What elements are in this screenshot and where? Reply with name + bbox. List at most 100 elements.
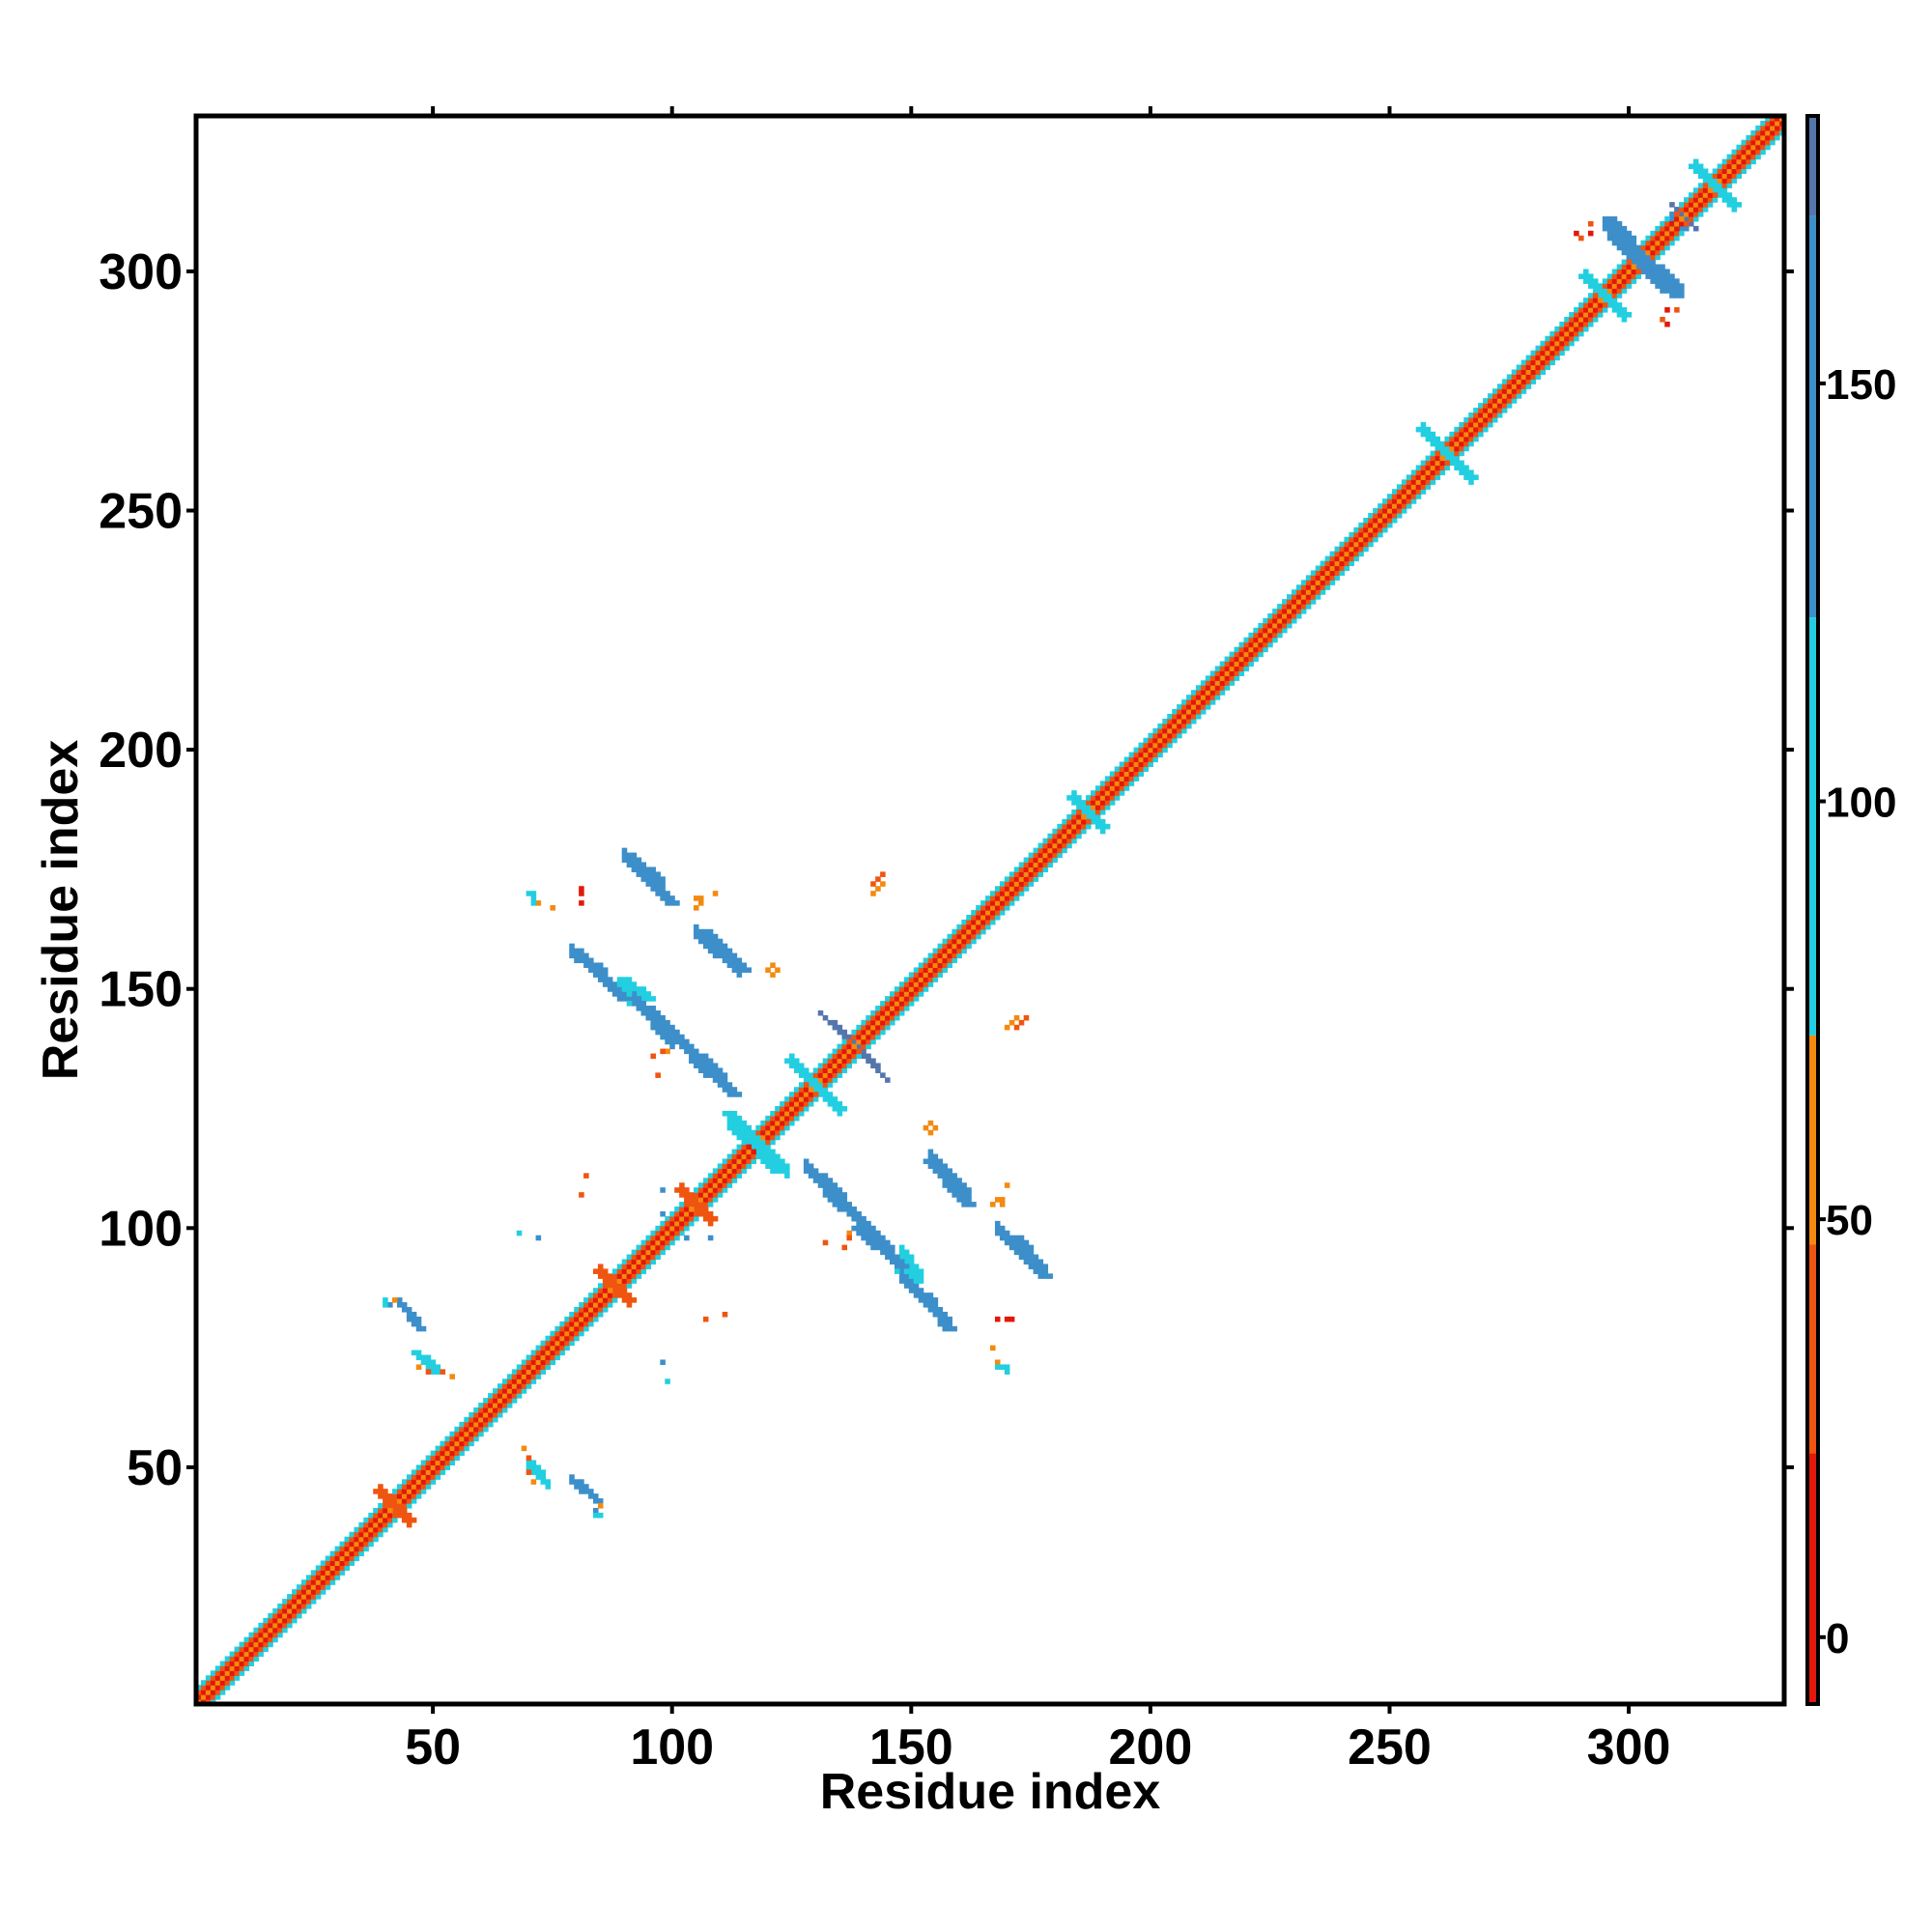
- diagonal-cell: [559, 1350, 565, 1356]
- contact-cell: [851, 1038, 857, 1045]
- diagonal-cell: [1765, 134, 1771, 141]
- diagonal-cell: [1717, 163, 1723, 170]
- contact-cell: [702, 1072, 709, 1078]
- helix-cell: [611, 1278, 618, 1284]
- diagonal-cell: [760, 1124, 766, 1131]
- diagonal-cell: [784, 1110, 790, 1117]
- contact-cell: [1664, 307, 1670, 313]
- diagonal-cell: [521, 1359, 527, 1366]
- diagonal-cell: [1148, 732, 1153, 739]
- diagonal-cell: [870, 1038, 876, 1045]
- diagonal-cell: [579, 1302, 584, 1308]
- contact-cell: [697, 1063, 704, 1069]
- diagonal-cell: [1042, 862, 1049, 868]
- diagonal-cell: [1592, 302, 1599, 308]
- diagonal-cell: [722, 1178, 728, 1183]
- diagonal-cell: [440, 1469, 446, 1475]
- diagonal-cell: [971, 923, 977, 930]
- contact-cell: [588, 1489, 594, 1494]
- diagonal-cell: [1410, 489, 1417, 495]
- diagonal-cell: [459, 1450, 465, 1457]
- diagonal-cell: [712, 1197, 719, 1203]
- diagonal-cell: [511, 1388, 518, 1394]
- diagonal-cell: [1664, 235, 1670, 242]
- diagonal-cell: [966, 914, 972, 921]
- diagonal-cell: [1291, 612, 1297, 619]
- diagonal-cell: [741, 1144, 748, 1151]
- contact-cell: [1684, 225, 1690, 232]
- diagonal-cell: [746, 1144, 753, 1151]
- contact-cell: [621, 977, 628, 982]
- diagonal-cell: [798, 1092, 805, 1097]
- contact-cell: [961, 1182, 967, 1188]
- diagonal-cell: [861, 1029, 867, 1036]
- diagonal-cell: [1616, 288, 1623, 294]
- helix-cell: [1626, 244, 1633, 251]
- diagonal-cell: [1382, 522, 1388, 528]
- diagonal-cell: [1028, 867, 1035, 872]
- diagonal-cell: [300, 1584, 307, 1590]
- diagonal-cell: [994, 905, 1001, 911]
- contact-cell: [689, 1053, 695, 1060]
- diagonal-cell: [559, 1345, 565, 1351]
- contact-cell: [966, 1197, 972, 1203]
- diagonal-cell: [1344, 555, 1350, 562]
- contact-cell: [932, 1153, 939, 1160]
- diagonal-cell: [593, 1316, 599, 1322]
- diagonal-cell: [1755, 129, 1761, 136]
- diagonal-cell: [1564, 335, 1570, 342]
- diagonal-cell: [803, 1106, 810, 1112]
- diagonal-cell: [885, 996, 891, 1002]
- diagonal-cell: [1200, 704, 1207, 710]
- diagonal-cell: [1042, 838, 1049, 844]
- helix-cell: [751, 1134, 756, 1141]
- diagonal-cell: [224, 1675, 231, 1681]
- diagonal-cell: [219, 1690, 226, 1695]
- contact-cell: [866, 1053, 871, 1060]
- helix-cell: [765, 1153, 771, 1160]
- helix-cell: [837, 1101, 843, 1107]
- diagonal-cell: [1090, 795, 1096, 801]
- diagonal-cell: [1621, 259, 1628, 266]
- helix-cell: [1611, 240, 1618, 246]
- contact-cell: [660, 1029, 666, 1036]
- diagonal-cell: [1525, 384, 1532, 389]
- diagonal-cell: [1282, 599, 1288, 605]
- diagonal-cell: [1305, 580, 1312, 585]
- diagonal-cell: [660, 1244, 666, 1251]
- diagonal-cell: [258, 1646, 264, 1653]
- diagonal-cell: [1631, 273, 1637, 279]
- diagonal-cell: [550, 1330, 555, 1337]
- diagonal-cell: [1770, 120, 1776, 127]
- diagonal-cell: [1152, 752, 1158, 758]
- contact-cell: [731, 962, 738, 969]
- contact-cell: [846, 1210, 852, 1217]
- diagonal-cell: [726, 1158, 733, 1165]
- helix-cell: [832, 1106, 838, 1112]
- helix-cell: [697, 1207, 704, 1212]
- diagonal-cell: [1310, 589, 1317, 595]
- diagonal-cell: [726, 1153, 733, 1160]
- helix-cell: [765, 1144, 771, 1151]
- diagonal-cell: [1037, 867, 1044, 872]
- contact-cell: [665, 900, 670, 906]
- helix-cell: [378, 1484, 384, 1490]
- diagonal-cell: [923, 972, 929, 978]
- diagonal-cell: [1731, 178, 1738, 184]
- contact-cell: [665, 1215, 670, 1222]
- diagonal-cell: [1525, 355, 1532, 361]
- diagonal-cell: [334, 1565, 341, 1571]
- helix-cell: [1712, 178, 1719, 184]
- contact-cell: [1028, 1254, 1035, 1261]
- diagonal-cell: [731, 1168, 738, 1174]
- helix-cell: [1597, 293, 1604, 298]
- contact-cell: [1660, 264, 1665, 270]
- diagonal-cell: [770, 1124, 776, 1131]
- helix-cell: [1717, 187, 1723, 193]
- diagonal-cell: [292, 1604, 298, 1609]
- contact-cell: [602, 967, 609, 973]
- diagonal-cell: [1162, 723, 1168, 729]
- helix-cell: [1664, 283, 1670, 289]
- diagonal-cell: [1373, 508, 1378, 514]
- diagonal-cell: [1569, 316, 1575, 323]
